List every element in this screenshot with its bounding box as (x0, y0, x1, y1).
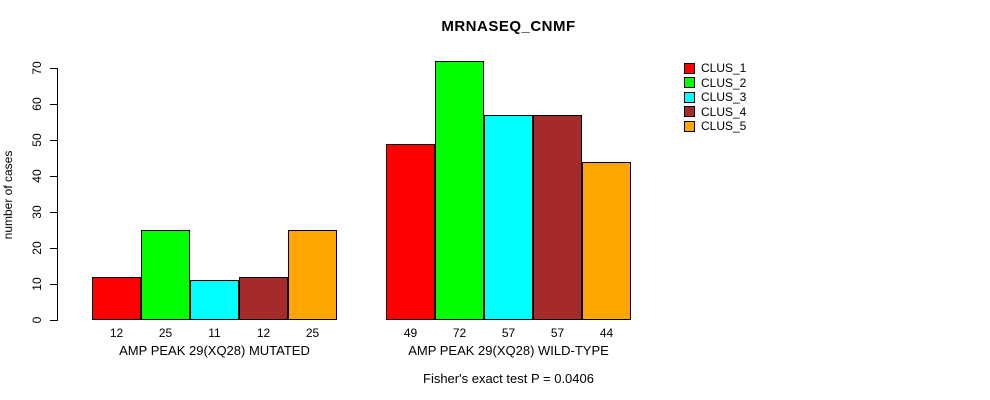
y-axis-tick-label: 10 (30, 277, 44, 291)
y-axis-tick (50, 212, 57, 213)
y-axis-tick (50, 140, 57, 141)
legend-label: CLUS_3 (701, 90, 747, 104)
legend-swatch-icon (684, 120, 695, 132)
y-axis-tick-label: 30 (30, 205, 44, 219)
y-axis-tick (50, 284, 57, 285)
bar-value-label: 49 (403, 326, 418, 340)
legend-label: CLUS_5 (701, 119, 747, 133)
y-axis-tick (50, 248, 57, 249)
fisher-test-note: Fisher's exact test P = 0.0406 (423, 371, 594, 386)
bar-value-label: 25 (305, 326, 320, 340)
bar-clus_5-group2 (582, 162, 631, 320)
y-axis-tick-label: 50 (30, 133, 44, 147)
legend-item-clus_4: CLUS_4 (684, 105, 746, 119)
legend-swatch-icon (684, 62, 695, 74)
bar-clus_1-group2 (386, 144, 435, 320)
y-axis-tick (50, 320, 57, 321)
legend-label: CLUS_4 (701, 104, 747, 119)
bar-clus_2-group2 (435, 61, 484, 320)
y-axis-tick-label: 20 (30, 241, 44, 255)
legend-item-clus_1: CLUS_1 (684, 61, 746, 75)
bar-clus_4-group2 (533, 115, 582, 320)
bar-value-label: 11 (208, 326, 221, 340)
legend: CLUS_1 CLUS_2 CLUS_3 CLUS_4 CLUS_5 (684, 61, 746, 134)
chart-title: MRNASEQ_CNMF (441, 18, 576, 35)
bar-clus_2-group1 (141, 230, 190, 320)
legend-item-clus_2: CLUS_2 (684, 76, 746, 90)
legend-item-clus_5: CLUS_5 (684, 119, 746, 133)
legend-swatch-icon (684, 77, 695, 88)
y-axis-line (57, 68, 58, 321)
bar-value-label: 44 (599, 326, 614, 340)
bar-clus_3-group1 (190, 280, 239, 320)
y-axis-tick-label: 60 (30, 97, 44, 111)
y-axis-tick (50, 68, 57, 69)
bar-value-label: 57 (501, 326, 516, 340)
legend-swatch-icon (684, 106, 695, 117)
bar-value-label: 12 (109, 326, 124, 340)
y-axis-tick (50, 176, 57, 177)
legend-label: CLUS_1 (701, 61, 747, 75)
category-label: AMP PEAK 29(XQ28) MUTATED (119, 343, 310, 358)
legend-item-clus_3: CLUS_3 (684, 90, 746, 104)
y-axis-tick-label: 0 (30, 316, 44, 324)
bar-value-label: 72 (452, 326, 467, 340)
bar-clus_5-group1 (288, 230, 337, 320)
y-axis-tick-label: 70 (30, 61, 44, 75)
legend-label: CLUS_2 (701, 75, 747, 90)
bar-value-label: 12 (256, 326, 271, 340)
category-label: AMP PEAK 29(XQ28) WILD-TYPE (408, 343, 609, 358)
y-axis-tick (50, 104, 57, 105)
bar-value-label: 25 (158, 326, 173, 340)
legend-swatch-icon (684, 91, 695, 103)
bar-value-label: 57 (550, 326, 565, 340)
bar-clus_1-group1 (92, 277, 141, 320)
y-axis-tick-label: 40 (30, 169, 44, 183)
bar-clus_3-group2 (484, 115, 533, 320)
bar-clus_4-group1 (239, 277, 288, 320)
